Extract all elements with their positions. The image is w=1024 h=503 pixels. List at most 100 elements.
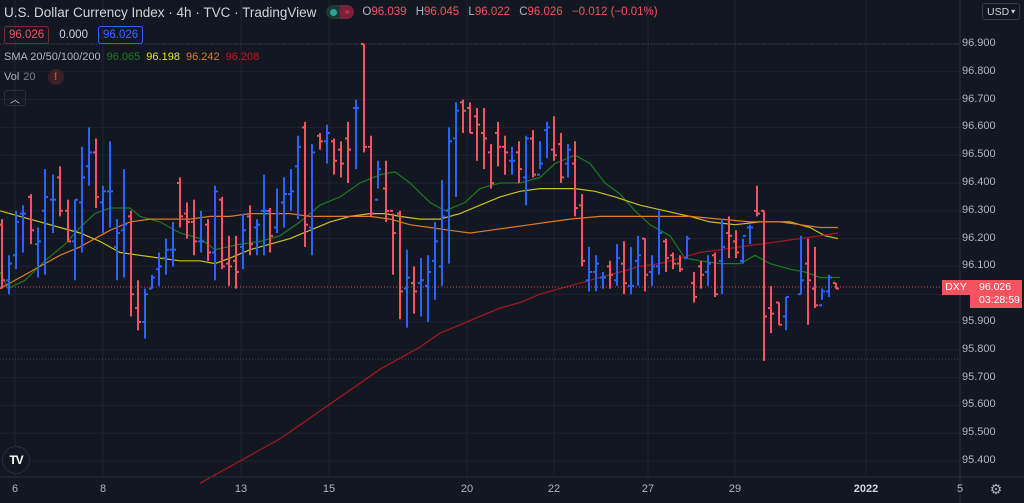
chevron-down-icon: ▾ — [1011, 7, 1016, 16]
ohlc-bar — [826, 274, 832, 297]
symbol-price-tag: DXY — [942, 280, 970, 295]
price-scale-label: 96.300 — [962, 203, 996, 216]
ohlc-bar — [247, 205, 253, 256]
ohlc-bar — [50, 174, 56, 234]
ohlc-bar — [135, 280, 141, 331]
ohlc-bar — [191, 199, 197, 256]
sma-line-2 — [0, 213, 838, 290]
collapse-legend-button[interactable]: ︿ — [4, 90, 26, 106]
ohlc-bar — [551, 116, 557, 161]
ohlc-bar — [177, 177, 183, 228]
ohlc-bar — [233, 235, 239, 289]
ohlc-bar — [776, 301, 782, 326]
ohlc-bar — [261, 174, 267, 256]
ohlc-bar — [397, 210, 403, 320]
ohlc-bar — [184, 202, 190, 239]
price-scale-label: 96.700 — [962, 92, 996, 105]
bar-countdown: 03:28:59 — [979, 294, 1020, 306]
ohlc-bar — [353, 99, 359, 170]
sma200-value: 96.208 — [225, 51, 260, 63]
ohlc-bar — [331, 138, 337, 175]
change-value: −0.012 (−0.01%) — [571, 6, 658, 18]
price-scale-label: 96.100 — [962, 259, 996, 272]
volume-length: 20 — [23, 71, 36, 83]
low-value: 96.022 — [474, 6, 511, 18]
ohlc-bar — [474, 107, 480, 161]
time-scale-label: 8 — [99, 483, 107, 495]
close-value: 96.026 — [527, 6, 563, 18]
ohlc-bar — [107, 141, 113, 228]
sma-lines — [0, 154, 840, 484]
time-scale-label: 29 — [728, 483, 742, 495]
ohlc-bar — [663, 238, 669, 272]
ohlc-bar — [114, 219, 120, 281]
ohlc-bar — [614, 244, 620, 286]
price-scale-label: 96.900 — [962, 37, 996, 49]
ohlc-bar — [79, 146, 85, 253]
ohlc-bar — [558, 132, 564, 183]
price-scale-label: 96.400 — [962, 176, 996, 188]
currency-button[interactable]: USD ▾ — [982, 3, 1021, 20]
time-scale-label: 5 — [956, 483, 964, 495]
ohlc-bar — [240, 213, 246, 270]
ohlc-bar — [544, 121, 550, 158]
ohlc-bar — [302, 121, 308, 247]
ohlc-bar — [523, 135, 529, 206]
ohlc-bar — [740, 234, 746, 264]
ohlc-bar — [28, 194, 34, 245]
ohlc-bar — [754, 185, 760, 217]
ohlc-bar — [537, 141, 543, 176]
ohlc-bar — [805, 238, 811, 325]
ohlc-bar — [267, 208, 273, 253]
ohlc-bar — [656, 210, 662, 275]
ohlc-bar — [368, 135, 374, 217]
ohlc-bar — [281, 177, 287, 228]
grid-lines — [0, 0, 961, 477]
symbol-title[interactable]: U.S. Dollar Currency Index · 4h · TVC · … — [4, 4, 317, 20]
sell-price-button[interactable]: 96.026 — [4, 26, 50, 44]
sma50-value: 96.198 — [146, 51, 180, 63]
time-scale-label: 2022 — [853, 483, 879, 495]
price-scale-label: 96.500 — [962, 148, 996, 161]
price-scale-label: 95.500 — [962, 426, 996, 439]
last-price-label: 96.026 — [979, 281, 1012, 293]
ohlc-bar — [212, 185, 218, 281]
buy-price-button[interactable]: 96.026 — [97, 26, 144, 44]
ohlc-bar — [747, 224, 753, 245]
volume-indicator-legend[interactable]: Vol 20 ! — [4, 68, 658, 86]
time-scale-label: 27 — [641, 483, 655, 495]
ohlc-bar — [288, 169, 294, 211]
sma20-value: 96.065 — [106, 51, 141, 63]
chart-legend: U.S. Dollar Currency Index · 4h · TVC · … — [4, 2, 658, 106]
market-status[interactable]: ≈ — [326, 5, 355, 19]
ohlc-bar — [205, 219, 211, 261]
ohlc-bar — [812, 246, 818, 309]
settings-gear-icon[interactable]: ⚙ — [989, 481, 1003, 497]
ohlc-bar — [425, 255, 431, 322]
ohlc-bar — [649, 255, 655, 286]
ohlc-bar — [495, 121, 501, 167]
ohlc-bar — [219, 196, 225, 270]
ohlc-bar — [579, 194, 585, 267]
chevron-up-icon: ︿ — [10, 94, 20, 106]
ohlc-bar — [57, 166, 63, 217]
ohlc-bar — [761, 209, 767, 361]
warning-icon[interactable]: ! — [47, 69, 64, 85]
time-scale-label: 6 — [11, 483, 19, 495]
time-scale-label: 13 — [234, 483, 248, 495]
ohlc-bar — [254, 219, 260, 256]
ohlc-bar — [565, 144, 571, 178]
ohlc-bar — [156, 252, 162, 286]
price-scale-label: 95.400 — [962, 454, 996, 466]
ohlc-bar — [586, 246, 592, 292]
ohlc-bar — [317, 132, 323, 150]
ohlc-bar — [375, 160, 381, 201]
ohlc-bar — [677, 255, 683, 272]
volume-label: Vol — [4, 71, 20, 83]
ohlc-bar — [635, 235, 641, 286]
sma-indicator-legend[interactable]: SMA 20/50/100/200 96.065 96.198 96.242 9… — [4, 49, 658, 65]
high-value: 96.045 — [424, 6, 460, 18]
ohlc-bar — [121, 169, 127, 278]
tradingview-logo[interactable]: TV — [2, 446, 30, 474]
